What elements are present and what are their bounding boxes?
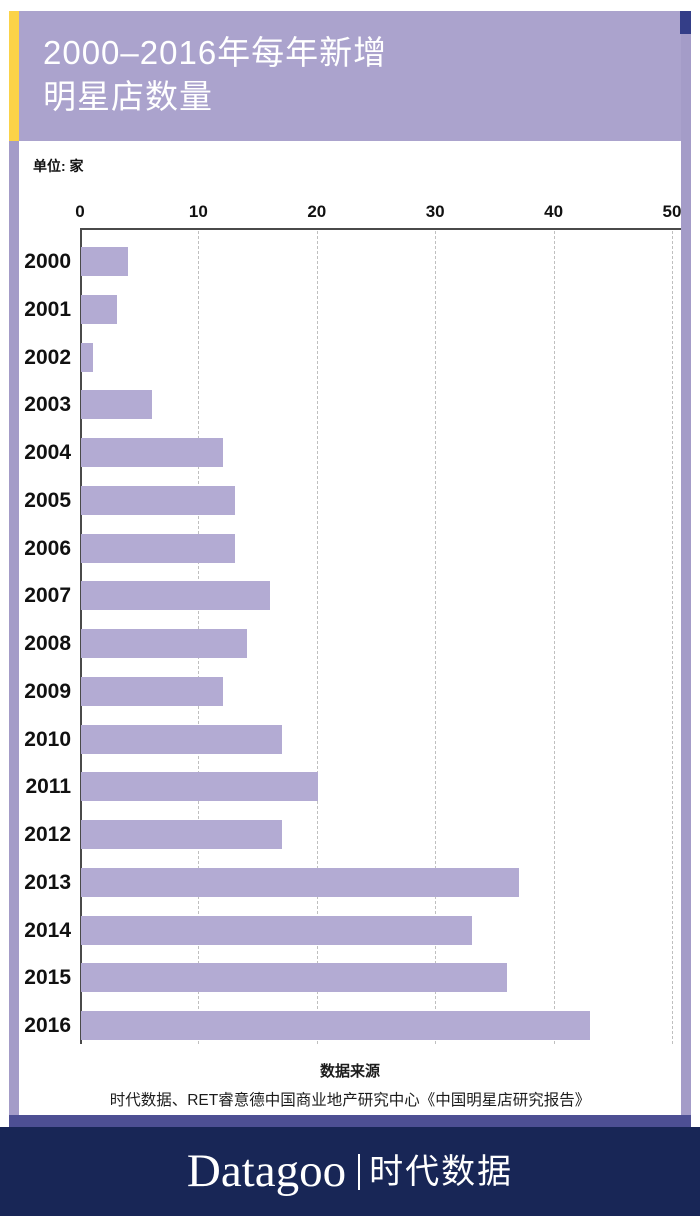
category-label-2006: 2006 [24, 536, 71, 560]
category-label-2003: 2003 [24, 393, 71, 417]
x-tick-label: 50 [662, 202, 682, 221]
x-tick-label: 30 [425, 202, 445, 221]
gridline [435, 231, 437, 1044]
bottom-accent-band [9, 1115, 691, 1127]
footer-bar: Datagoo 时代数据 [0, 1127, 700, 1216]
bar-2005 [81, 485, 235, 515]
bar-2003 [81, 390, 153, 420]
category-label-2001: 2001 [24, 297, 71, 321]
source-block: 数据来源 时代数据、RET睿意德中国商业地产研究中心《中国明星店研究报告》 [19, 1060, 681, 1110]
unit-label: 单位: 家 [33, 158, 84, 174]
category-label-2010: 2010 [24, 727, 71, 751]
category-label-2007: 2007 [24, 584, 71, 608]
bar-2016 [81, 1011, 591, 1040]
category-label-2015: 2015 [24, 966, 71, 990]
header-accent-stripe [9, 11, 19, 141]
category-label-2002: 2002 [24, 345, 71, 369]
category-label-2011: 2011 [25, 775, 71, 799]
category-label-2013: 2013 [24, 870, 71, 894]
category-label-2005: 2005 [24, 488, 71, 512]
bar-2015 [81, 963, 508, 993]
category-label-2008: 2008 [24, 632, 71, 655]
bar-2007 [81, 581, 271, 611]
x-tick-label: 40 [544, 202, 564, 221]
bar-2001 [81, 294, 117, 324]
gridline [553, 231, 555, 1044]
bar-2002 [81, 342, 93, 372]
logo-separator [358, 1153, 361, 1190]
x-tick-label: 0 [75, 202, 85, 221]
category-label-2016: 2016 [24, 1014, 71, 1037]
bar-2000 [81, 247, 129, 276]
chart-header: 2000–2016年每年新增 明星店数量 [19, 11, 681, 141]
datagoo-logo: Datagoo 时代数据 [187, 1148, 513, 1195]
category-label-2009: 2009 [24, 679, 71, 703]
category-label-2004: 2004 [24, 441, 71, 464]
logo-latin-text: Datagoo [186, 1145, 347, 1197]
bar-2006 [81, 533, 235, 563]
bar-2010 [81, 724, 283, 754]
bar-2008 [81, 629, 247, 658]
source-text: 时代数据、RET睿意德中国商业地产研究中心《中国明星店研究报告》 [109, 1092, 591, 1109]
bar-2012 [81, 820, 283, 849]
x-tick-label: 20 [307, 202, 327, 221]
x-axis-line [80, 228, 681, 230]
logo-cn-text: 时代数据 [369, 1152, 514, 1191]
source-heading: 数据来源 [319, 1063, 380, 1080]
bar-2004 [81, 438, 224, 467]
gridline [672, 231, 673, 1044]
corner-accent-square [680, 11, 691, 34]
y-axis-line [80, 228, 82, 1044]
bar-2014 [81, 915, 472, 945]
gridline [316, 231, 318, 1044]
chart-panel: 单位: 家 0 10 20 30 40 50 2000 2001 2002 2003 2004 200… [19, 141, 681, 1115]
page-title-line1: 2000–2016年每年新增 [43, 34, 388, 71]
page-title-line2: 明星店数量 [43, 78, 213, 115]
category-label-2014: 2014 [24, 918, 71, 942]
bar-2011 [81, 772, 318, 802]
category-label-2012: 2012 [24, 823, 71, 846]
bar-2009 [81, 676, 224, 706]
category-label-2000: 2000 [24, 250, 71, 273]
page-title: 2000–2016年每年新增 明星店数量 [19, 11, 681, 119]
x-tick-label: 10 [188, 202, 208, 221]
bar-2013 [81, 867, 520, 897]
